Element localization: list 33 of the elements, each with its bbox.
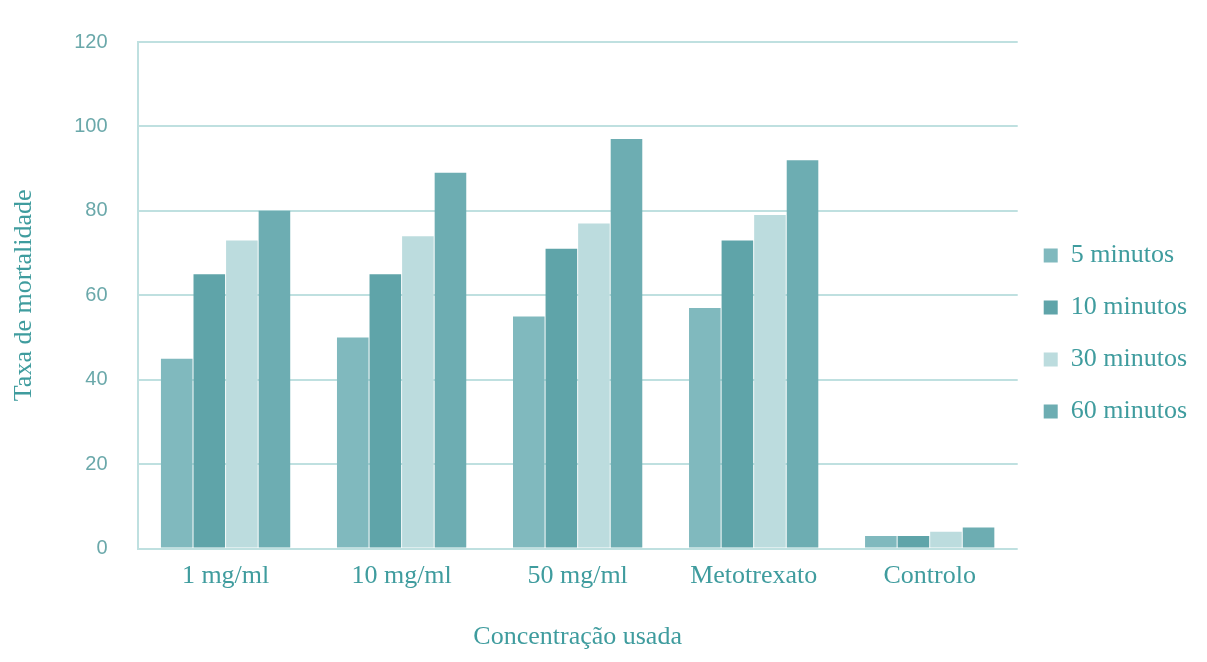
bar [513,316,545,548]
bar [545,248,578,548]
y-tick-label: 80 [85,198,108,221]
bar [193,274,226,548]
bar [786,160,819,548]
bar [610,139,643,548]
y-axis-title: Taxa de mortalidade [8,189,38,402]
x-tick-label: Metotrexato [690,560,818,590]
bar [336,337,369,548]
bar [369,274,402,548]
legend-label: 10 minutos [1070,291,1188,321]
legend-label: 5 minutos [1070,239,1175,269]
y-tick-label: 100 [74,113,108,136]
legend-label: 30 minutos [1070,343,1188,373]
y-tick-label: 120 [74,29,108,52]
bar [897,535,930,548]
x-tick-label: 50 mg/ml [527,560,628,590]
bar [258,210,291,548]
bar [160,358,193,548]
x-tick-label: 10 mg/ml [351,560,452,590]
bar [689,307,721,548]
y-tick-label: 60 [85,282,108,305]
bar [434,172,467,548]
legend-label: 60 minutos [1070,395,1188,425]
x-tick-label: 1 mg/ml [181,560,270,590]
x-tick-label: Controlo [883,560,976,590]
y-tick-label: 40 [85,367,108,390]
x-axis-title: Concentração usada [473,621,683,651]
y-tick-label: 0 [96,536,108,559]
y-tick-label: 20 [85,451,108,474]
bar [962,527,995,548]
bar [721,240,754,548]
bar [865,535,897,548]
